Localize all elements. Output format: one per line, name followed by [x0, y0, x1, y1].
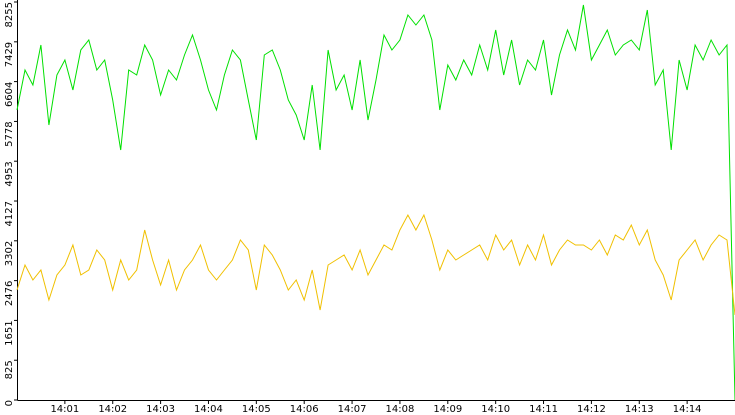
x-tick-label: 14:05: [242, 404, 271, 415]
series-line: [16, 4, 735, 401]
y-tick-label: 4953: [4, 161, 15, 186]
series-line: [16, 213, 735, 316]
y-tick-label: 1651: [4, 320, 15, 345]
x-tick-label: 14:01: [50, 404, 79, 415]
y-tick-label: 5778: [4, 121, 15, 146]
x-tick-label: 14:04: [194, 404, 223, 415]
x-tick-label: 14:14: [673, 404, 702, 415]
y-tick-label: 825: [4, 360, 15, 379]
x-tick-label: 14:02: [98, 404, 127, 415]
x-tick-label: 14:11: [529, 404, 558, 415]
x-tick-label: 14:07: [338, 404, 367, 415]
y-tick-label: 0: [4, 400, 15, 406]
x-tick-label: 14:09: [433, 404, 462, 415]
x-tick-label: 14:13: [625, 404, 654, 415]
x-tick-label: 14:08: [386, 404, 415, 415]
y-tick-label: 4127: [4, 201, 15, 226]
y-tick-label: 6604: [4, 82, 15, 107]
x-tick-label: 14:06: [290, 404, 319, 415]
y-tick-label: 2476: [4, 281, 15, 306]
x-tick-label: 14:03: [146, 404, 175, 415]
x-tick-label: 14:10: [481, 404, 510, 415]
y-tick-label: 7429: [4, 42, 15, 67]
y-tick-label: 3302: [4, 241, 15, 266]
y-tick-label: 8255: [4, 2, 15, 27]
x-tick-label: 14:12: [577, 404, 606, 415]
